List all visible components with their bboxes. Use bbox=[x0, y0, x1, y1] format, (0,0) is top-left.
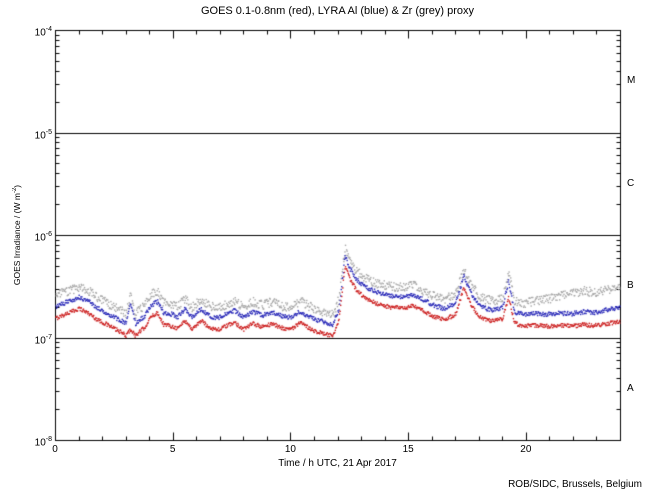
y-tick-label: 10-6 bbox=[34, 231, 52, 244]
y-tick-label: 10-7 bbox=[34, 333, 52, 346]
credit-text: ROB/SIDC, Brussels, Belgium bbox=[508, 479, 642, 490]
y-tick-label: 10-4 bbox=[34, 26, 52, 39]
x-tick-label: 20 bbox=[520, 444, 532, 455]
x-tick-label: 15 bbox=[402, 444, 414, 455]
x-tick-label: 5 bbox=[169, 444, 176, 455]
x-axis-title: Time / h UTC, 21 Apr 2017 bbox=[278, 458, 397, 469]
flare-class-label-m: M bbox=[627, 75, 636, 87]
flare-class-label-a: A bbox=[627, 382, 634, 394]
flare-class-label-c: C bbox=[627, 177, 635, 189]
y-tick-label: 10-5 bbox=[34, 128, 52, 141]
y-axis-title-exponent: -2 bbox=[12, 187, 19, 194]
y-tick-label: 10-8 bbox=[34, 436, 52, 449]
x-tick-label: 10 bbox=[284, 444, 296, 455]
x-tick-label: 0 bbox=[52, 444, 58, 455]
chart-title: GOES 0.1-0.8nm (red), LYRA Al (blue) & Z… bbox=[200, 5, 475, 17]
flare-class-label-b: B bbox=[627, 280, 634, 292]
y-axis-title-close: ) bbox=[12, 184, 22, 188]
